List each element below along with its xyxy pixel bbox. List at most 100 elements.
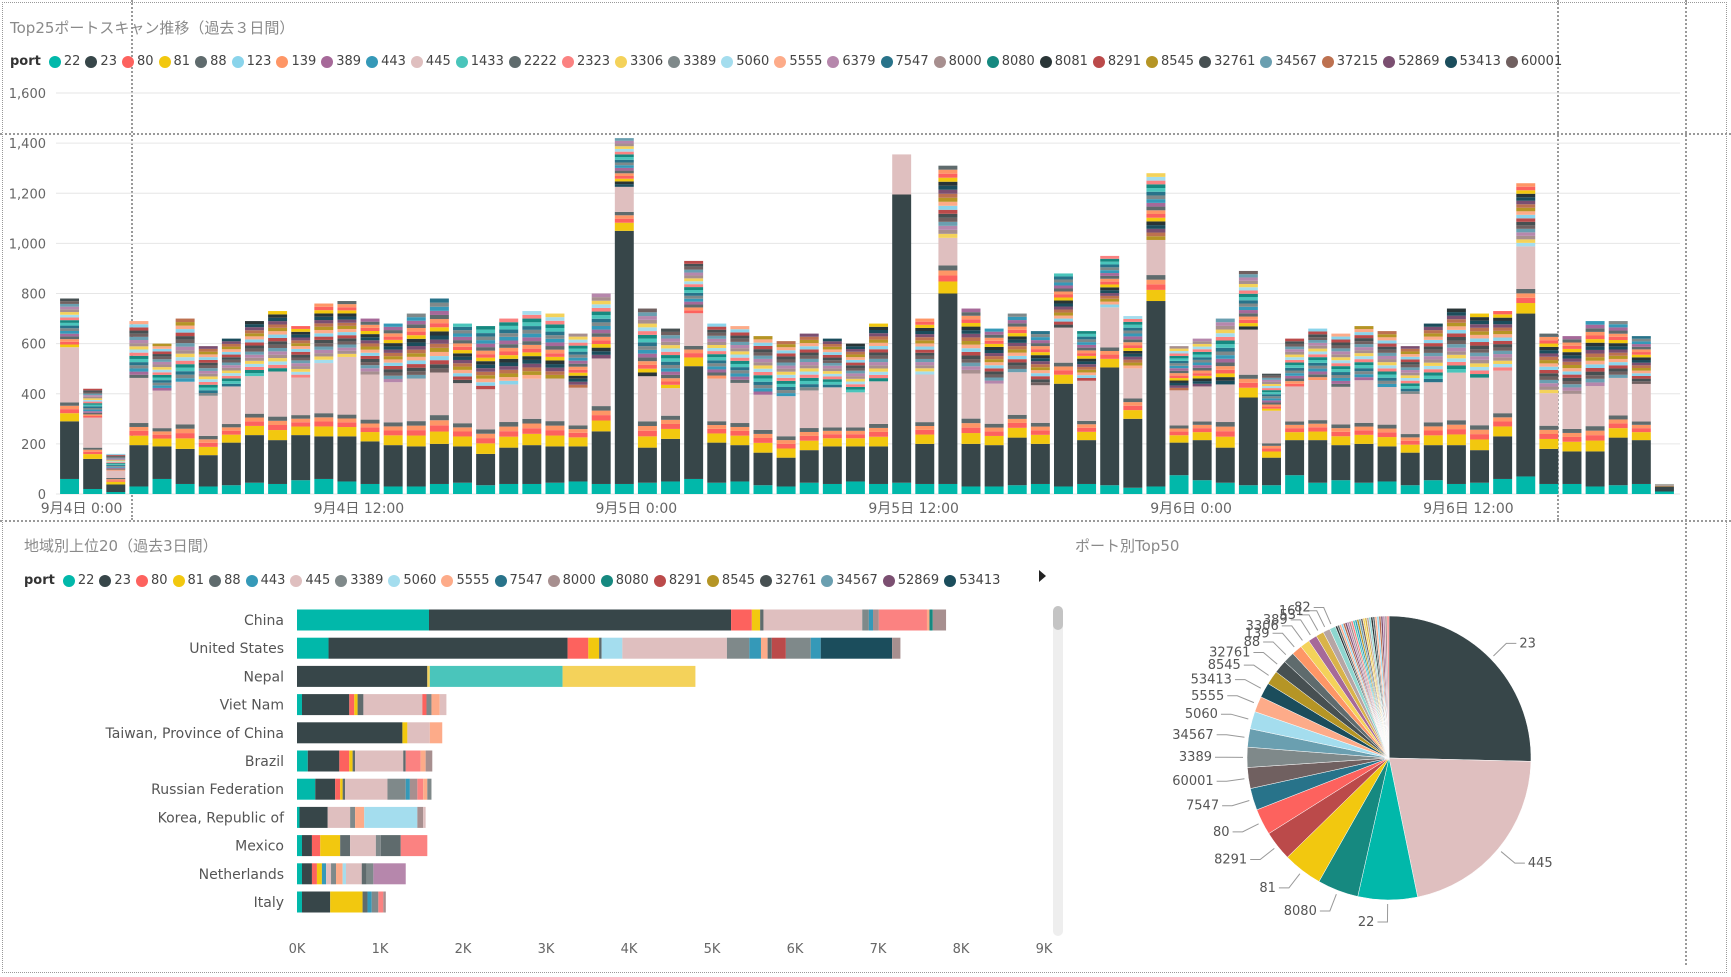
column-segment[interactable] — [129, 343, 149, 347]
column-segment[interactable] — [869, 323, 889, 327]
column-legend-item-22[interactable]: 22 — [48, 54, 80, 69]
column-segment[interactable] — [314, 326, 334, 330]
column-segment[interactable] — [869, 371, 889, 375]
column-segment[interactable] — [938, 217, 958, 222]
column-segment[interactable] — [1400, 391, 1420, 394]
column-stack[interactable] — [1123, 316, 1143, 494]
column-segment[interactable] — [453, 373, 472, 377]
column-segment[interactable] — [938, 233, 958, 238]
bar-segment[interactable] — [326, 863, 332, 885]
column-segment[interactable] — [60, 336, 80, 340]
column-segment[interactable] — [730, 326, 750, 330]
column-segment[interactable] — [476, 343, 496, 348]
column-segment[interactable] — [661, 351, 681, 356]
column-segment[interactable] — [152, 351, 172, 355]
column-stack[interactable] — [776, 341, 796, 494]
column-segment[interactable] — [152, 364, 172, 368]
column-segment[interactable] — [845, 446, 865, 482]
column-segment[interactable] — [1169, 353, 1189, 356]
column-segment[interactable] — [1354, 359, 1374, 363]
column-segment[interactable] — [360, 352, 380, 356]
column-segment[interactable] — [268, 368, 288, 372]
column-segment[interactable] — [453, 323, 472, 327]
bar-segment[interactable] — [422, 694, 427, 716]
column-segment[interactable] — [1285, 428, 1305, 433]
column-segment[interactable] — [406, 367, 426, 372]
column-segment[interactable] — [152, 438, 172, 447]
column-segment[interactable] — [1562, 390, 1582, 394]
column-segment[interactable] — [314, 436, 334, 479]
column-segment[interactable] — [1631, 424, 1651, 429]
column-segment[interactable] — [1400, 364, 1420, 368]
column-segment[interactable] — [1585, 357, 1605, 361]
column-segment[interactable] — [1030, 382, 1050, 386]
bar-segment[interactable] — [403, 750, 406, 772]
column-segment[interactable] — [83, 416, 103, 418]
column-segment[interactable] — [221, 341, 241, 344]
column-segment[interactable] — [1053, 312, 1073, 316]
column-segment[interactable] — [1100, 267, 1120, 271]
column-segment[interactable] — [1192, 383, 1212, 387]
column-segment[interactable] — [1585, 386, 1605, 427]
column-segment[interactable] — [129, 336, 149, 341]
column-stack[interactable] — [268, 311, 288, 494]
column-segment[interactable] — [1331, 351, 1351, 355]
column-segment[interactable] — [83, 451, 103, 455]
column-segment[interactable] — [1446, 365, 1466, 370]
column-segment[interactable] — [1377, 352, 1397, 356]
column-segment[interactable] — [83, 488, 103, 494]
column-segment[interactable] — [984, 377, 1004, 381]
column-segment[interactable] — [152, 478, 172, 494]
column-segment[interactable] — [360, 374, 380, 420]
column-segment[interactable] — [961, 423, 981, 428]
column-segment[interactable] — [730, 351, 750, 355]
column-segment[interactable] — [845, 481, 865, 494]
column-segment[interactable] — [1169, 348, 1189, 352]
column-segment[interactable] — [1400, 348, 1420, 352]
column-segment[interactable] — [337, 328, 357, 333]
column-segment[interactable] — [1631, 440, 1651, 484]
column-segment[interactable] — [1516, 242, 1536, 247]
column-segment[interactable] — [175, 367, 195, 372]
bar-segment[interactable] — [771, 637, 786, 659]
bar-segment[interactable] — [354, 694, 358, 716]
column-segment[interactable] — [1446, 372, 1466, 421]
column-segment[interactable] — [1100, 301, 1120, 305]
column-segment[interactable] — [1308, 328, 1328, 332]
column-segment[interactable] — [614, 151, 634, 155]
column-segment[interactable] — [1192, 359, 1212, 363]
column-segment[interactable] — [961, 369, 981, 374]
column-segment[interactable] — [637, 312, 657, 317]
column-segment[interactable] — [984, 380, 1004, 384]
bar-segment[interactable] — [622, 637, 727, 659]
column-segment[interactable] — [1123, 327, 1143, 331]
column-segment[interactable] — [1192, 338, 1212, 342]
column-segment[interactable] — [360, 334, 380, 338]
column-segment[interactable] — [1585, 339, 1605, 343]
column-segment[interactable] — [684, 478, 704, 494]
column-segment[interactable] — [221, 346, 241, 350]
column-segment[interactable] — [291, 360, 311, 364]
column-segment[interactable] — [60, 303, 80, 307]
column-segment[interactable] — [1423, 362, 1443, 366]
column-segment[interactable] — [661, 371, 681, 375]
column-segment[interactable] — [221, 427, 241, 431]
column-segment[interactable] — [244, 336, 264, 340]
column-segment[interactable] — [568, 366, 588, 370]
column-segment[interactable] — [684, 366, 704, 479]
column-segment[interactable] — [1400, 380, 1420, 384]
column-segment[interactable] — [291, 435, 311, 481]
column-segment[interactable] — [1053, 303, 1073, 307]
column-segment[interactable] — [406, 335, 426, 339]
column-segment[interactable] — [244, 327, 264, 331]
column-stack[interactable] — [1377, 331, 1397, 494]
column-segment[interactable] — [1123, 333, 1143, 337]
column-segment[interactable] — [1562, 393, 1582, 429]
column-segment[interactable] — [984, 423, 1004, 428]
column-segment[interactable] — [568, 360, 588, 364]
column-segment[interactable] — [1516, 186, 1536, 191]
column-segment[interactable] — [1470, 352, 1490, 357]
column-segment[interactable] — [1400, 346, 1420, 349]
bar-stack[interactable] — [297, 863, 406, 885]
column-segment[interactable] — [476, 350, 496, 355]
